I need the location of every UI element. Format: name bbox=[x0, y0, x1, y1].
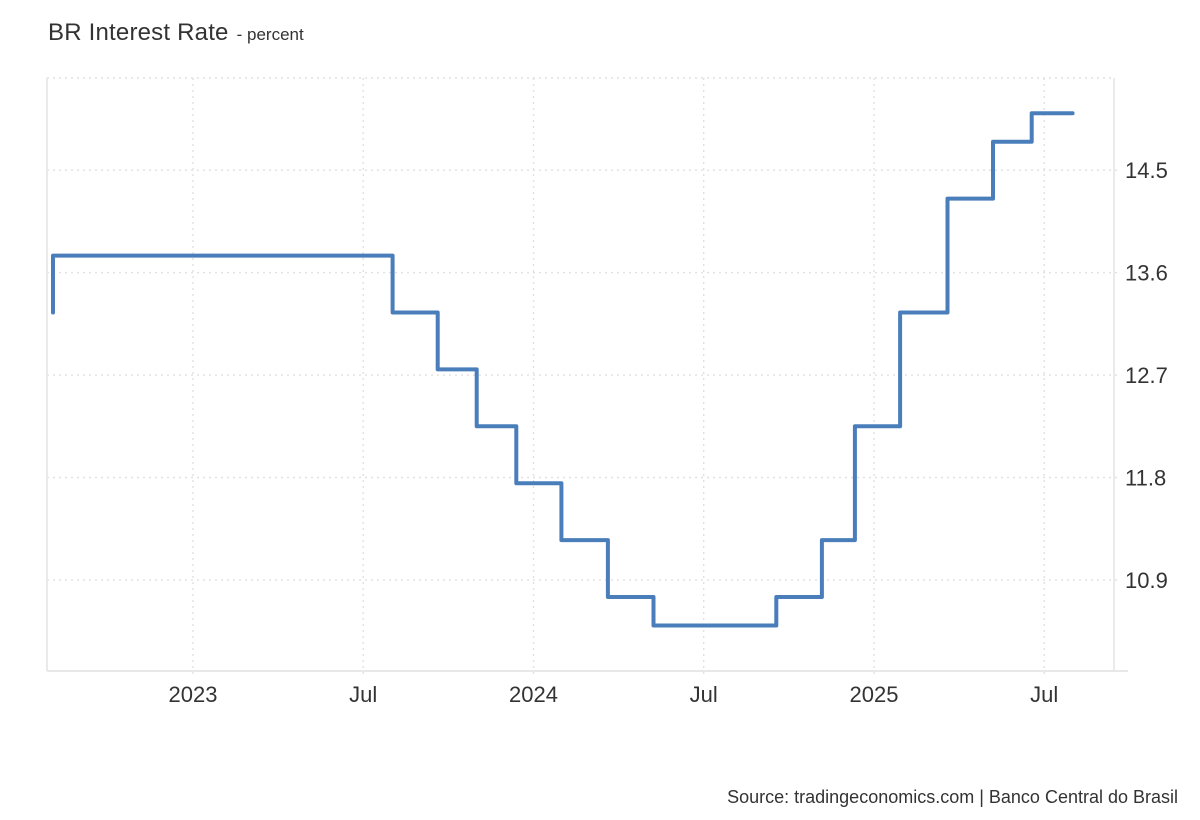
y-tick-label: 10.9 bbox=[1125, 568, 1168, 593]
y-tick-label: 13.6 bbox=[1125, 261, 1168, 286]
x-tick-label: Jul bbox=[690, 682, 718, 707]
y-tick-label: 12.7 bbox=[1125, 363, 1168, 388]
y-tick-label: 14.5 bbox=[1125, 158, 1168, 183]
series-line-br-interest-rate bbox=[51, 111, 1075, 628]
x-tick-label: 2025 bbox=[850, 682, 899, 707]
source-attribution: Source: tradingeconomics.com | Banco Cen… bbox=[727, 787, 1178, 807]
x-tick-label: 2024 bbox=[509, 682, 558, 707]
x-tick-label: Jul bbox=[1030, 682, 1058, 707]
chart-header: BR Interest Rate - percent bbox=[48, 19, 304, 47]
chart-title: BR Interest Rate bbox=[48, 19, 229, 46]
x-tick-label: Jul bbox=[349, 682, 377, 707]
chart-subtitle: - percent bbox=[236, 25, 304, 44]
y-tick-label: 11.8 bbox=[1125, 466, 1166, 491]
x-tick-label: 2023 bbox=[169, 682, 218, 707]
